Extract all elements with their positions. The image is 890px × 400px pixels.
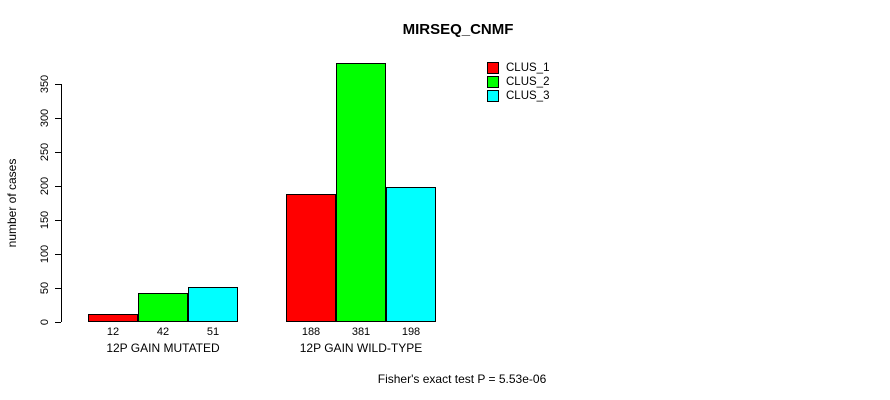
legend-label-clus-1: CLUS_1 <box>506 62 550 74</box>
y-axis-tick-150 <box>55 220 61 221</box>
y-axis-tick-label-50: 50 <box>39 281 51 295</box>
legend-label-clus-2: CLUS_2 <box>506 76 550 88</box>
y-axis-tick-0 <box>55 322 61 323</box>
legend-swatch-clus-1 <box>487 62 499 74</box>
y-axis-tick-300 <box>55 118 61 119</box>
bar-clus-3-12p-gain-wild-type <box>386 187 436 322</box>
bar-value-label-clus-2-12p-gain-wild-type: 381 <box>351 326 371 338</box>
legend-swatch-clus-3 <box>487 90 499 102</box>
bar-value-label-clus-3-12p-gain-wild-type: 198 <box>401 326 421 338</box>
legend: CLUS_1 CLUS_2 CLUS_3 <box>487 61 549 103</box>
bar-clus-1-12p-gain-wild-type <box>286 194 336 322</box>
y-axis-tick-label-300: 300 <box>39 108 51 128</box>
bar-value-label-clus-1-12p-gain-wild-type: 188 <box>301 326 321 338</box>
fisher-test-annotation: Fisher's exact test P = 5.53e-06 <box>377 372 547 386</box>
legend-item-clus-2: CLUS_2 <box>487 75 549 89</box>
legend-swatch-clus-2 <box>487 76 499 88</box>
bar-clus-1-12p-gain-mutated <box>88 314 138 322</box>
bar-clus-2-12p-gain-mutated <box>138 293 188 322</box>
bar-clus-3-12p-gain-mutated <box>188 287 238 322</box>
y-axis-tick-50 <box>55 288 61 289</box>
bar-clus-2-12p-gain-wild-type <box>336 63 386 322</box>
y-axis-tick-250 <box>55 152 61 153</box>
category-label-12p-gain-mutated: 12P GAIN MUTATED <box>106 341 220 355</box>
y-axis-tick-label-250: 250 <box>39 142 51 162</box>
bar-value-label-clus-3-12p-gain-mutated: 51 <box>206 326 220 338</box>
legend-item-clus-3: CLUS_3 <box>487 89 549 103</box>
y-axis-tick-label-100: 100 <box>39 244 51 264</box>
y-axis-tick-label-0: 0 <box>39 318 51 326</box>
y-axis-tick-label-150: 150 <box>39 210 51 230</box>
chart-title: MIRSEQ_CNMF <box>402 21 514 38</box>
y-axis-tick-label-200: 200 <box>39 176 51 196</box>
legend-label-clus-3: CLUS_3 <box>506 90 550 102</box>
y-axis-tick-100 <box>55 254 61 255</box>
bar-value-label-clus-2-12p-gain-mutated: 42 <box>156 326 170 338</box>
legend-item-clus-1: CLUS_1 <box>487 61 549 75</box>
y-axis-label: number of cases <box>5 158 19 248</box>
bar-value-label-clus-1-12p-gain-mutated: 12 <box>106 326 120 338</box>
y-axis-line <box>61 84 62 322</box>
category-label-12p-gain-wild-type: 12P GAIN WILD-TYPE <box>299 341 423 355</box>
y-axis-tick-350 <box>55 84 61 85</box>
y-axis-tick-label-350: 350 <box>39 74 51 94</box>
y-axis-tick-200 <box>55 186 61 187</box>
